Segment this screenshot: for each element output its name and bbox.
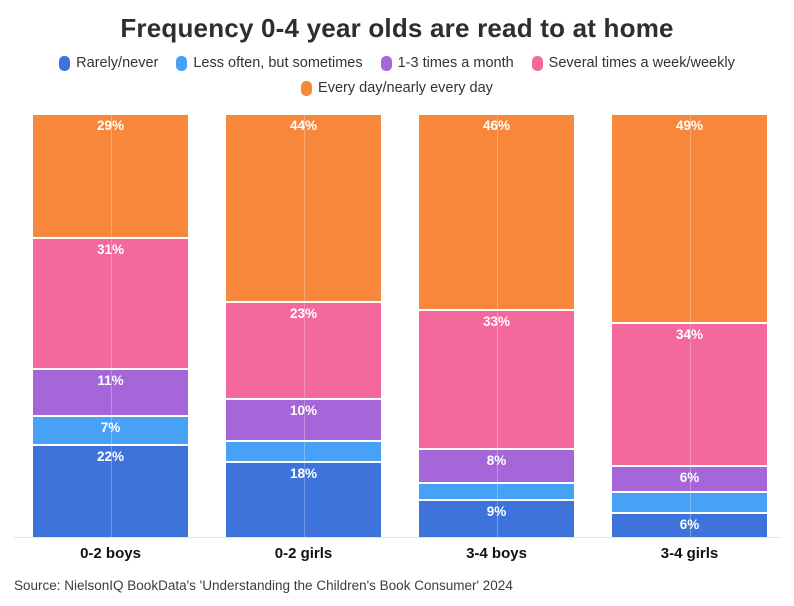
segment-value-label: 23% — [289, 305, 318, 321]
stacked-bar: 44% 23% 10% 18% — [226, 115, 381, 537]
legend-label: Rarely/never — [76, 55, 159, 72]
bar-segment: 22% — [33, 444, 188, 537]
source-caption: Source: NielsonIQ BookData's 'Understand… — [14, 578, 513, 593]
legend-swatch-icon — [176, 56, 188, 71]
legend-label: Several times a week/weekly — [548, 55, 735, 72]
segment-value-label: 11% — [97, 373, 124, 389]
legend-swatch-icon — [531, 56, 543, 71]
stacked-bar: 29% 31% 11% 7% 22% — [33, 115, 188, 537]
stacked-bar: 49% 34% 6% 6% — [612, 115, 767, 537]
segment-value-label: 6% — [679, 516, 700, 532]
segment-value-label: 7% — [100, 419, 121, 435]
bar-segment — [419, 482, 574, 499]
category-label: 3-4 boys — [466, 545, 527, 562]
segment-value-label: 22% — [96, 449, 125, 465]
stacked-bar: 46% 33% 8% 9% — [419, 115, 574, 537]
segment-value-label: 18% — [289, 466, 318, 481]
segment-value-label: 46% — [482, 118, 511, 133]
chart-page: Frequency 0-4 year olds are read to at h… — [0, 13, 794, 606]
segment-value-label: 44% — [289, 118, 318, 133]
category-axis-labels: 0-2 boys 0-2 girls 3-4 boys 3-4 girls — [33, 545, 767, 562]
bar-segment: 46% — [419, 115, 574, 310]
segment-value-label: 31% — [96, 242, 125, 258]
legend-item: Several times a week/weekly — [531, 53, 735, 74]
legend-item: Rarely/never — [59, 53, 158, 74]
segment-value-label: 33% — [482, 314, 511, 330]
bar-segment: 29% — [33, 115, 188, 238]
bar-segment: 8% — [419, 448, 574, 483]
bar-segment — [226, 439, 381, 461]
bar-segment: 44% — [226, 115, 381, 301]
legend: Rarely/never Less often, but sometimes 1-3… — [21, 53, 773, 99]
legend-label: 1-3 times a month — [397, 55, 514, 72]
category-label: 3-4 girls — [660, 545, 719, 562]
legend-label: Every day/nearly every day — [318, 80, 493, 97]
segment-value-label: 8% — [486, 453, 507, 469]
segment-value-label: 49% — [675, 118, 704, 133]
bar-segment: 11% — [33, 368, 188, 415]
bar-segment: 23% — [226, 300, 381, 398]
bar-segment: 31% — [33, 237, 188, 369]
bar-segment: 49% — [612, 115, 767, 322]
bar-segment: 7% — [33, 414, 188, 445]
category-label: 0-2 girls — [274, 545, 333, 562]
bar-segment: 33% — [419, 309, 574, 449]
segment-value-label: 34% — [675, 326, 704, 342]
category-label: 0-2 boys — [80, 545, 141, 562]
legend-item: 1-3 times a month — [380, 53, 514, 74]
legend-swatch-icon — [301, 81, 313, 96]
legend-swatch-icon — [380, 56, 392, 71]
segment-value-label: 6% — [679, 470, 700, 486]
plot-area: 29% 31% 11% 7% 22% 44% 23% 10% 18% 46% 33% 8% 9% 49% 3… — [14, 115, 781, 538]
bar-segment — [612, 490, 767, 512]
segment-value-label: 9% — [486, 503, 507, 519]
bars-container: 29% 31% 11% 7% 22% 44% 23% 10% 18% 46% 33% 8% 9% 49% 3… — [33, 115, 767, 537]
bar-segment: 9% — [419, 498, 574, 537]
bar-segment: 6% — [612, 465, 767, 491]
legend-item: Less often, but sometimes — [176, 53, 363, 74]
legend-swatch-icon — [59, 56, 71, 71]
legend-item: Every day/nearly every day — [301, 78, 493, 99]
segment-value-label: 29% — [96, 118, 125, 133]
chart-title: Frequency 0-4 year olds are read to at h… — [120, 13, 674, 43]
x-axis-line — [14, 537, 781, 538]
segment-value-label: 10% — [289, 402, 318, 418]
bar-segment: 10% — [226, 397, 381, 440]
bar-segment: 18% — [226, 461, 381, 537]
bar-segment: 34% — [612, 321, 767, 466]
legend-label: Less often, but sometimes — [193, 55, 363, 72]
bar-segment: 6% — [612, 511, 767, 537]
